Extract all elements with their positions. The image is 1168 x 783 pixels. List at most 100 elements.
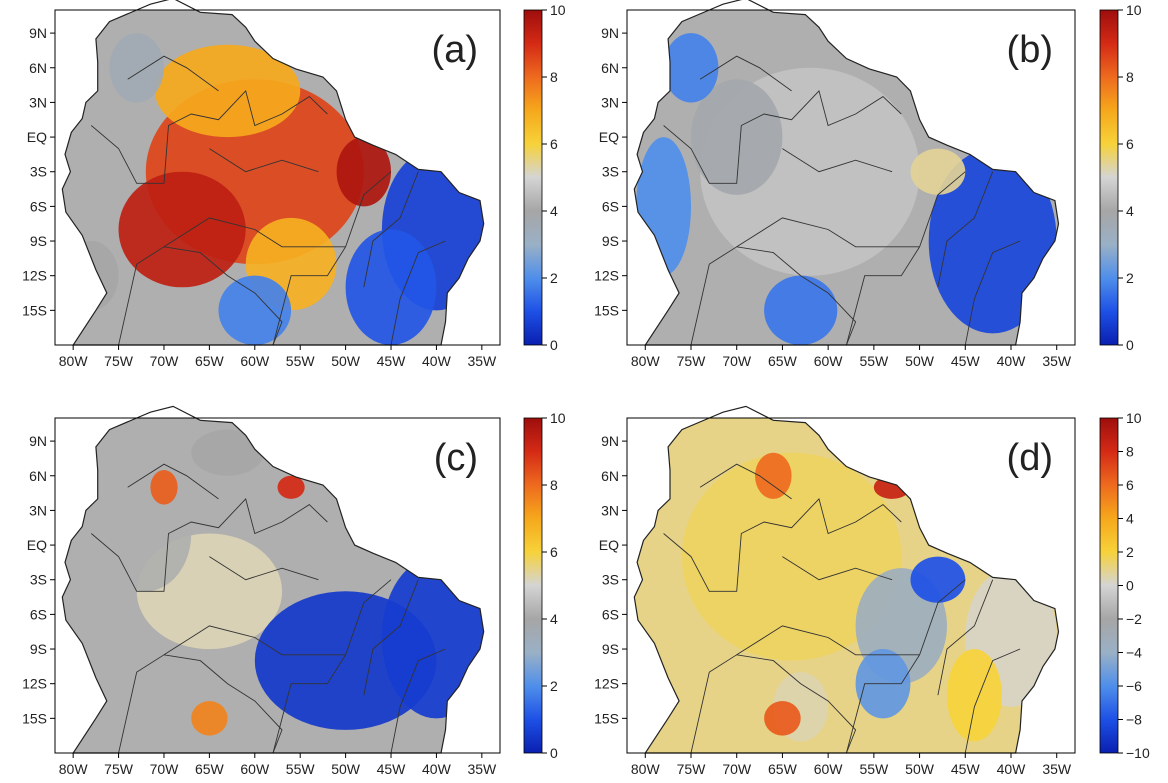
- y-tick-label: EQ: [599, 129, 619, 145]
- x-tick-label: 50W: [905, 761, 935, 777]
- value-region: [873, 475, 911, 499]
- y-tick-label: 9N: [601, 433, 619, 449]
- colorbar-tick-label: 10: [1126, 410, 1142, 426]
- x-tick-label: 75W: [677, 761, 707, 777]
- y-tick-label: 12S: [594, 268, 619, 284]
- value-region: [191, 701, 228, 736]
- y-tick-label: 3N: [29, 94, 47, 110]
- colorbar: [1099, 9, 1119, 346]
- x-tick-label: 65W: [195, 353, 225, 369]
- y-tick-label: 9N: [29, 25, 47, 41]
- y-tick-label: 3N: [601, 502, 619, 518]
- colorbar-tick-label: 0: [550, 337, 558, 353]
- colorbar-tick-label: 2: [1126, 544, 1134, 560]
- y-tick-label: 15S: [22, 302, 47, 318]
- x-tick-label: 70W: [722, 353, 752, 369]
- border-line: [699, 55, 792, 92]
- value-region: [336, 137, 391, 207]
- border-line: [736, 625, 920, 656]
- map-field: [634, 418, 1059, 753]
- coastline: [633, 405, 1060, 754]
- border-line: [363, 579, 419, 696]
- colorbar-tick-label: 8: [1126, 444, 1134, 460]
- border-line: [118, 654, 283, 753]
- y-tick-label: 3N: [29, 502, 47, 518]
- map-field: [62, 418, 484, 753]
- border-line: [782, 148, 893, 173]
- x-tick-label: 50W: [331, 353, 361, 369]
- y-tick-label: 9S: [30, 233, 47, 249]
- value-region: [764, 275, 838, 345]
- border-line: [663, 498, 902, 592]
- y-tick-label: 9S: [602, 641, 619, 657]
- y-tick-label: 6S: [602, 606, 619, 622]
- x-tick-label: 45W: [951, 353, 981, 369]
- colorbar-tick-label: 0: [550, 745, 558, 761]
- border-line: [209, 556, 319, 581]
- border-line: [663, 90, 902, 184]
- y-tick-label: 6N: [601, 60, 619, 76]
- value-region: [755, 452, 792, 499]
- y-tick-label: EQ: [27, 129, 47, 145]
- border-line: [272, 171, 392, 346]
- coastline: [633, 0, 1060, 346]
- border-line: [964, 648, 1021, 753]
- colorbar-tick-label: −4: [1126, 645, 1142, 661]
- border-line: [127, 55, 219, 92]
- colorbar-tick-label: −2: [1126, 611, 1142, 627]
- colorbar-tick-label: 6: [1126, 136, 1134, 152]
- value-region: [109, 33, 164, 103]
- panel-a: (a) 80W 75W 70W 65W 60W 55W 50W 45W 40W 35W 9N 6N 3N E…: [22, 0, 566, 369]
- border-line: [699, 463, 792, 500]
- y-tick-label: 12S: [22, 268, 47, 284]
- border-line: [845, 171, 966, 346]
- y-tick-label: 3S: [30, 572, 47, 588]
- x-tick-label: 50W: [331, 761, 361, 777]
- coastline: [61, 0, 485, 346]
- y-tick-label: 9S: [30, 641, 47, 657]
- colorbar-tick-label: 2: [1126, 270, 1134, 286]
- colorbar-tick-label: −8: [1126, 712, 1142, 728]
- x-tick-label: 65W: [195, 761, 225, 777]
- value-region: [691, 79, 783, 195]
- x-tick-label: 35W: [467, 761, 497, 777]
- panel-label: (c): [434, 437, 478, 479]
- coastline: [61, 405, 485, 754]
- x-tick-label: 80W: [59, 761, 89, 777]
- y-tick-label: 3S: [30, 164, 47, 180]
- panel-label: (a): [432, 29, 478, 71]
- y-tick-label: EQ: [599, 537, 619, 553]
- x-tick-label: 75W: [104, 353, 134, 369]
- border-line: [736, 217, 920, 248]
- border-line: [91, 498, 328, 592]
- colorbar-tick-label: 2: [550, 678, 558, 694]
- y-tick-label: 6S: [30, 198, 47, 214]
- y-tick-label: 3S: [602, 572, 619, 588]
- colorbar-tick-label: 2: [550, 270, 558, 286]
- x-tick-label: 60W: [240, 353, 270, 369]
- plot-frame: [626, 417, 1076, 754]
- border-line: [163, 217, 346, 248]
- border-line: [118, 246, 283, 346]
- x-tick-label: 70W: [722, 761, 752, 777]
- x-tick-label: 80W: [59, 353, 89, 369]
- border-line: [127, 463, 219, 500]
- y-tick-label: 3N: [601, 94, 619, 110]
- border-line: [209, 148, 319, 173]
- value-region: [636, 137, 691, 276]
- value-region: [764, 701, 801, 736]
- panel-label: (d): [1007, 437, 1053, 479]
- x-tick-label: 40W: [422, 761, 452, 777]
- x-tick-label: 40W: [422, 353, 452, 369]
- value-region: [191, 429, 264, 476]
- colorbar-tick-label: 8: [1126, 69, 1134, 85]
- x-tick-label: 60W: [240, 761, 270, 777]
- border-line: [937, 171, 994, 288]
- border-line: [91, 90, 328, 184]
- value-region: [910, 556, 966, 603]
- x-tick-label: 80W: [631, 353, 661, 369]
- value-region: [64, 241, 119, 311]
- value-region: [381, 556, 484, 719]
- x-tick-label: 55W: [859, 353, 889, 369]
